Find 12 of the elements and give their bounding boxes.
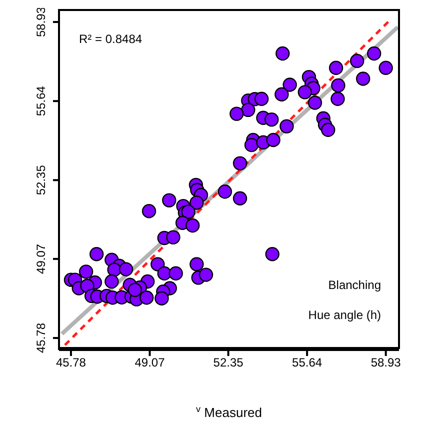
x-tick-label: 58.93 bbox=[370, 356, 402, 370]
x-axis-title: $^{v}$ Measured bbox=[196, 404, 262, 420]
y-tick-label: 49.07 bbox=[34, 244, 48, 274]
annotation: Hue angle (h) bbox=[308, 308, 381, 322]
x-tick-label: 49.07 bbox=[134, 356, 166, 370]
y-tick-label: 52.35 bbox=[34, 164, 48, 196]
x-tick-label: 52.35 bbox=[213, 356, 244, 370]
x-tick-label: 55.64 bbox=[292, 356, 322, 370]
x-tick-label: 45.78 bbox=[56, 356, 86, 370]
annotation: R² = 0.8484 bbox=[79, 32, 142, 46]
y-tick-label: 55.64 bbox=[34, 86, 48, 116]
annotation: Blanching bbox=[328, 278, 381, 292]
